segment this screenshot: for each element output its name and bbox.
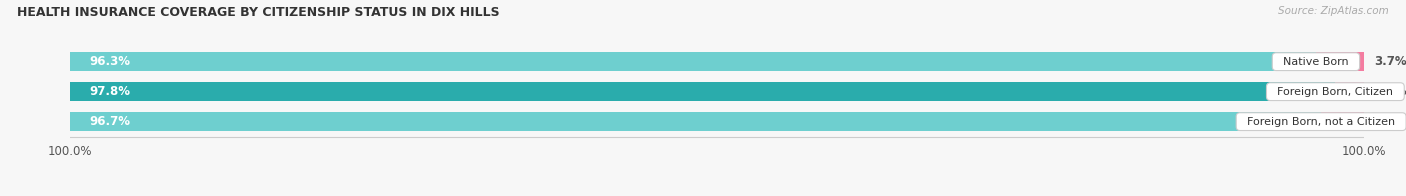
Text: HEALTH INSURANCE COVERAGE BY CITIZENSHIP STATUS IN DIX HILLS: HEALTH INSURANCE COVERAGE BY CITIZENSHIP… [17,6,499,19]
Bar [70,112,1322,131]
Bar [70,52,1364,71]
Bar [70,82,1336,101]
Text: Native Born: Native Born [1277,57,1355,67]
Text: 3.3%: 3.3% [1374,115,1406,128]
Bar [1322,112,1364,131]
Text: 2.2%: 2.2% [1374,85,1406,98]
Text: 96.3%: 96.3% [90,55,131,68]
Bar [70,52,1316,71]
Text: Source: ZipAtlas.com: Source: ZipAtlas.com [1278,6,1389,16]
Text: 96.7%: 96.7% [90,115,131,128]
Bar [1336,82,1364,101]
Text: Foreign Born, not a Citizen: Foreign Born, not a Citizen [1240,117,1402,127]
Text: Foreign Born, Citizen: Foreign Born, Citizen [1271,87,1400,97]
Bar [70,82,1364,101]
Bar [70,112,1364,131]
Text: 3.7%: 3.7% [1374,55,1406,68]
Text: 97.8%: 97.8% [90,85,131,98]
Bar [1316,52,1364,71]
